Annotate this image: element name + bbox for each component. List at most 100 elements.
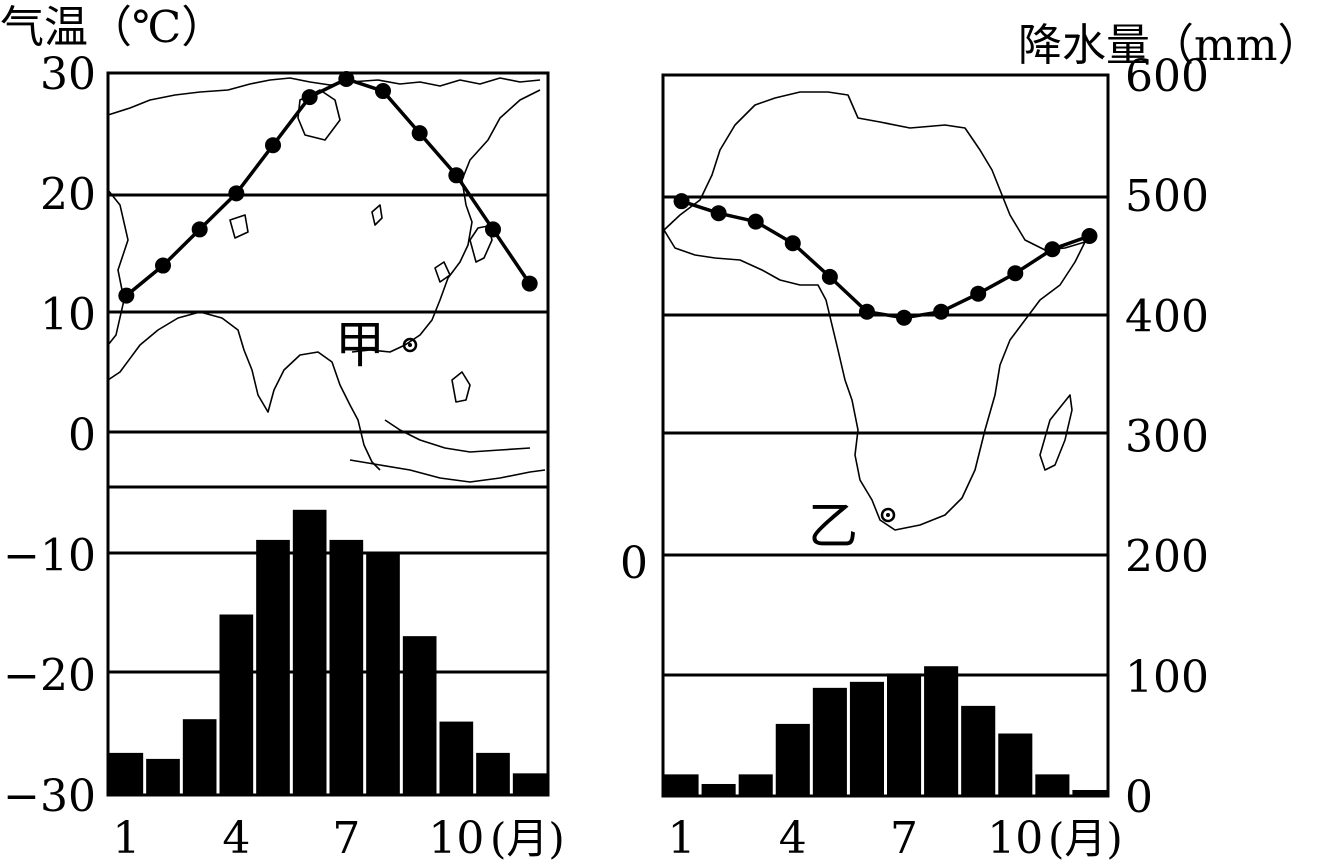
left-precip-bar-3 [182,719,217,795]
right-precip-bar-12 [1072,789,1107,796]
left-precip-bar-8 [366,554,400,795]
right-temp-point-1 [673,193,690,210]
station-jia-label: 甲 [335,316,385,374]
right-precip-bar-1 [664,774,699,796]
right-temp-point-2 [710,205,727,222]
right-month-unit: (月) [1048,814,1123,863]
left-temp-tick-5: −20 [3,651,96,702]
left-temp-tick-labels: 30 20 10 0 −10 −20 −30 [3,49,96,822]
left-temp-tick-4: −10 [3,530,96,581]
right-temp-point-12 [1081,228,1098,245]
right-panel: 乙 0 600 500 400 300 200 100 0 1 4 7 10 (月) [620,51,1209,864]
left-temp-tick-1: 20 [40,169,96,220]
station-yi-label: 乙 [808,497,858,555]
left-temp-point-1 [118,287,135,304]
right-temp-point-4 [784,235,801,252]
right-precip-tick-5: 100 [1125,652,1209,703]
right-month-tick-10: 10 [987,813,1043,864]
right-africa-map [663,91,1086,531]
left-asia-map [107,77,546,483]
right-temp-point-9 [970,285,987,302]
right-precip-bars [664,666,1107,796]
left-precip-bar-4 [219,614,254,795]
right-precip-tick-3: 300 [1125,412,1209,463]
right-plot-frame [661,73,1110,798]
right-axis-title: 降水量（mm） [1018,20,1321,71]
right-precip-bar-11 [1035,774,1070,796]
left-precip-bar-7 [329,539,364,795]
right-precip-tick-0: 600 [1125,51,1209,102]
left-month-tick-labels: 1 4 7 10 [112,813,484,864]
right-temp-point-7 [896,309,913,326]
right-temp-point-3 [747,213,764,230]
left-precip-bar-12 [512,773,547,795]
left-axis-title: 气温（℃） [0,2,225,53]
left-temp-polyline [125,77,532,297]
right-precip-bar-9 [961,705,996,796]
left-temp-point-4 [228,185,245,202]
left-month-tick-4: 4 [222,813,250,864]
left-precip-bars [109,509,547,795]
right-precip-bar-4 [775,723,810,796]
left-month-tick-10: 10 [428,813,484,864]
right-temp-polyline [681,199,1091,320]
left-temp-point-7 [338,71,355,88]
left-precip-bar-6 [292,509,327,795]
left-temp-tick-0: 30 [40,49,96,100]
right-precip-bar-6 [849,681,884,796]
station-jia-dot [402,337,418,353]
right-station-marker: 乙 [808,497,896,555]
right-month-tick-7: 7 [890,813,918,864]
left-precip-bar-11 [476,752,510,795]
left-month-tick-7: 7 [332,813,360,864]
left-precip-bar-9 [402,636,437,795]
left-precip-bar-1 [109,752,144,795]
left-temp-tick-6: −30 [3,771,96,822]
left-month-tick-1: 1 [112,813,140,864]
left-plot-frame [106,71,550,797]
right-precip-bar-7 [887,673,922,796]
left-gridlines [108,193,548,674]
right-gridlines [663,195,1108,677]
left-temp-point-9 [411,125,428,142]
left-temp-point-3 [191,221,208,238]
right-month-tick-4: 4 [779,813,807,864]
station-yi-center [886,513,890,517]
right-month-tick-1: 1 [668,813,696,864]
left-temp-point-11 [485,221,501,238]
left-panel: 甲 30 20 10 0 −10 −20 −30 1 4 7 10 (月) [3,49,565,864]
station-yi-dot [880,507,896,523]
left-temp-point-6 [301,89,318,106]
left-precip-bar-5 [256,539,290,795]
left-temp-line [118,71,538,304]
left-precip-bar-2 [146,758,180,795]
right-temp-line [673,193,1098,326]
right-temp-point-6 [858,303,875,320]
left-month-unit: (月) [490,814,565,863]
left-temp-point-10 [448,167,465,184]
left-temp-point-2 [155,257,171,274]
right-precip-bar-2 [701,783,736,796]
left-temp-point-5 [265,137,281,154]
right-precip-bar-8 [924,666,959,796]
right-month-tick-labels: 1 4 7 10 [668,813,1044,864]
right-precip-tick-6: 0 [1125,772,1153,823]
right-precip-bar-5 [812,687,847,796]
right-temp-zero-label: 0 [620,538,648,589]
left-temp-tick-3: 0 [68,410,96,461]
right-precip-tick-labels: 600 500 400 300 200 100 0 [1125,51,1209,823]
right-temp-point-8 [933,303,950,320]
right-temp-point-5 [821,268,838,285]
left-station-marker: 甲 [335,316,418,374]
right-precip-tick-4: 200 [1125,532,1209,583]
right-precip-bar-3 [738,774,773,796]
right-precip-tick-2: 400 [1125,291,1209,342]
left-temp-tick-2: 10 [40,290,96,341]
right-precip-tick-1: 500 [1125,171,1209,222]
station-jia-center [408,343,412,347]
left-precip-bar-10 [439,721,474,795]
right-precip-bar-10 [998,733,1033,796]
left-temp-point-8 [375,83,391,100]
left-temp-point-12 [521,275,538,292]
